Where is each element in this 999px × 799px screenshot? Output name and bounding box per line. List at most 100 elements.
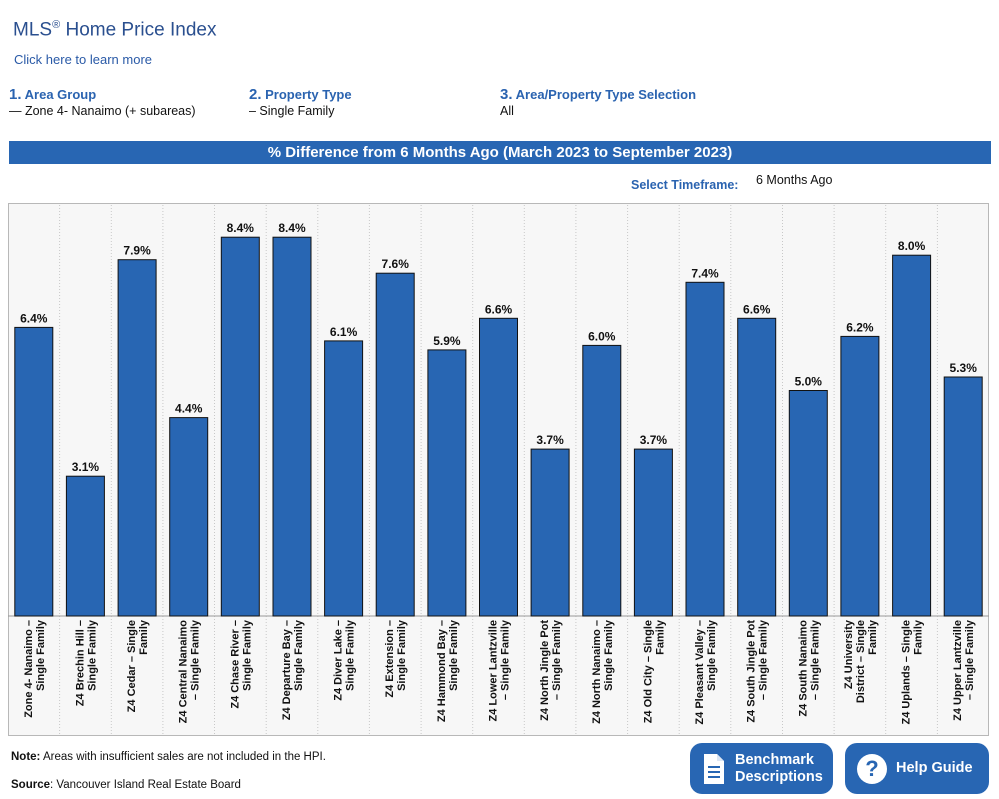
category-label: Z4 Cedar – Single Family (126, 619, 150, 712)
data-label: 8.0% (898, 239, 926, 253)
category-label-line: Single Family (603, 619, 615, 691)
area-property-selection-value[interactable]: All (500, 104, 514, 118)
page-title: MLS® Home Price Index (13, 19, 217, 41)
category-label: Z4 Uplands – Single Family (901, 619, 925, 724)
category-label-line: Z4 Lower Lantzville (488, 620, 500, 721)
chart-title-banner: % Difference from 6 Months Ago (March 20… (9, 141, 991, 164)
bar[interactable] (65, 475, 105, 617)
category-label-line: Z4 Pleasant Valley – (694, 620, 706, 725)
data-label: 3.1% (72, 460, 100, 474)
data-label: 5.3% (950, 361, 978, 375)
category-label-line: Z4 North Nanaimo – (591, 620, 603, 724)
category-label: Z4 Upper Lantzville – Single Family (952, 619, 976, 721)
bar[interactable] (220, 236, 260, 617)
category-label-line: Z4 Departure Bay – (281, 620, 293, 720)
category-label: Z4 North Jingle Pot – Single Family (539, 619, 563, 721)
source-note: Source: Vancouver Island Real Estate Boa… (11, 779, 241, 791)
benchmark-descriptions-button[interactable]: Benchmark Descriptions (690, 743, 833, 794)
bar[interactable] (530, 448, 570, 617)
data-label: 6.1% (330, 325, 358, 339)
category-label-line: Single Family (448, 619, 460, 691)
data-label: 7.4% (691, 266, 719, 280)
bar[interactable] (892, 254, 932, 617)
data-label: 8.4% (227, 221, 255, 235)
category-label: Z4 Diver Lake – Single Family (333, 619, 357, 701)
category-label-line: Family (138, 619, 150, 655)
category-label: Z4 Lower Lantzville – Single Family (488, 619, 512, 721)
bar[interactable] (324, 340, 364, 617)
category-label: Z4 North Nanaimo – Single Family (591, 619, 615, 724)
category-label-line: Z4 Diver Lake – (333, 620, 345, 701)
bar[interactable] (582, 344, 622, 617)
data-label: 6.6% (485, 302, 513, 316)
step-area-property-selection[interactable]: 3. Area/Property Type Selection All (500, 86, 697, 118)
bar[interactable] (685, 281, 725, 617)
category-label-line: – Single Family (964, 619, 976, 700)
data-label: 6.4% (20, 311, 48, 325)
category-label: Z4 South Jingle Pot – Single Family (746, 619, 770, 723)
category-label-line: Single Family (345, 619, 357, 691)
bar[interactable] (943, 376, 983, 617)
category-label: Z4 Hammond Bay – Single Family (436, 619, 460, 722)
category-label-line: Z4 North Jingle Pot (539, 620, 551, 721)
category-label: Z4 South Nanaimo – Single Family (797, 619, 821, 716)
help-guide-button[interactable]: ? Help Guide (845, 743, 989, 794)
category-label-line: Single Family (396, 619, 408, 691)
data-label: 7.9% (123, 244, 151, 258)
bar[interactable] (479, 317, 518, 617)
category-label-line: Z4 South Jingle Pot (746, 620, 758, 723)
category-label-line: Zone 4- Nanaimo – (23, 620, 35, 718)
category-label-line: Single Family (241, 619, 253, 691)
data-label: 5.0% (795, 375, 823, 389)
category-label: Z4 Chase River – Single Family (229, 619, 253, 709)
category-label-line: Z4 Central Nanaimo (178, 620, 190, 724)
category-label-line: Single Family (35, 619, 47, 691)
document-icon (704, 753, 724, 784)
timeframe-select[interactable]: 6 Months Ago (756, 173, 833, 187)
timeframe-label: Select Timeframe: (631, 178, 739, 192)
bar[interactable] (427, 349, 467, 617)
data-label: 6.6% (743, 302, 771, 316)
category-label-line: Family (913, 619, 925, 655)
bar[interactable] (737, 317, 777, 617)
category-label: Z4 University District – Single Family (843, 619, 879, 703)
category-label-line: Z4 Upper Lantzville (952, 620, 964, 721)
category-label: Z4 Old City – Single Family (642, 619, 666, 723)
category-label-line: Z4 Extension – (384, 620, 396, 698)
bar[interactable] (788, 390, 828, 617)
data-label: 5.9% (433, 334, 461, 348)
category-label-line: – Single Family (809, 619, 821, 700)
bar[interactable] (117, 259, 157, 617)
learn-more-link[interactable]: Click here to learn more (14, 52, 152, 67)
category-label-line: Single Family (293, 619, 305, 691)
category-label-line: Z4 Brechin Hill – (74, 620, 86, 706)
category-label: Zone 4- Nanaimo – Single Family (23, 619, 47, 718)
data-label: 6.2% (846, 320, 874, 334)
bar[interactable] (272, 236, 312, 617)
step-property-type[interactable]: 2. Property Type – Single Family (249, 86, 352, 118)
bar[interactable] (169, 417, 209, 617)
category-label: Z4 Central Nanaimo – Single Family (178, 619, 202, 723)
step-area-group[interactable]: 1. Area Group — Zone 4- Nanaimo (+ subar… (9, 86, 196, 118)
category-label-line: Z4 Hammond Bay – (436, 620, 448, 722)
bar[interactable] (375, 272, 415, 617)
data-label: 3.7% (536, 433, 564, 447)
data-label: 6.0% (588, 329, 616, 343)
category-label: Z4 Departure Bay – Single Family (281, 619, 305, 720)
footnote: Note: Areas with insufficient sales are … (11, 751, 326, 763)
category-label: Z4 Brechin Hill – Single Family (74, 619, 98, 706)
bar[interactable] (633, 448, 673, 617)
category-label: Z4 Pleasant Valley – Single Family (694, 619, 718, 724)
bar[interactable] (14, 326, 54, 617)
bar[interactable] (840, 335, 880, 617)
data-label: 4.4% (175, 402, 203, 416)
data-label: 7.6% (382, 257, 410, 271)
category-label-line: – Single Family (551, 619, 563, 700)
category-label-line: Z4 Old City – Single (642, 620, 654, 723)
property-type-value[interactable]: – Single Family (249, 104, 335, 118)
category-label-line: Z4 University (843, 619, 855, 689)
category-label-line: Z4 Uplands – Single (901, 620, 913, 725)
area-group-value[interactable]: — Zone 4- Nanaimo (+ subareas) (9, 104, 196, 118)
data-label: 3.7% (640, 433, 668, 447)
category-label-line: Family (867, 619, 879, 655)
